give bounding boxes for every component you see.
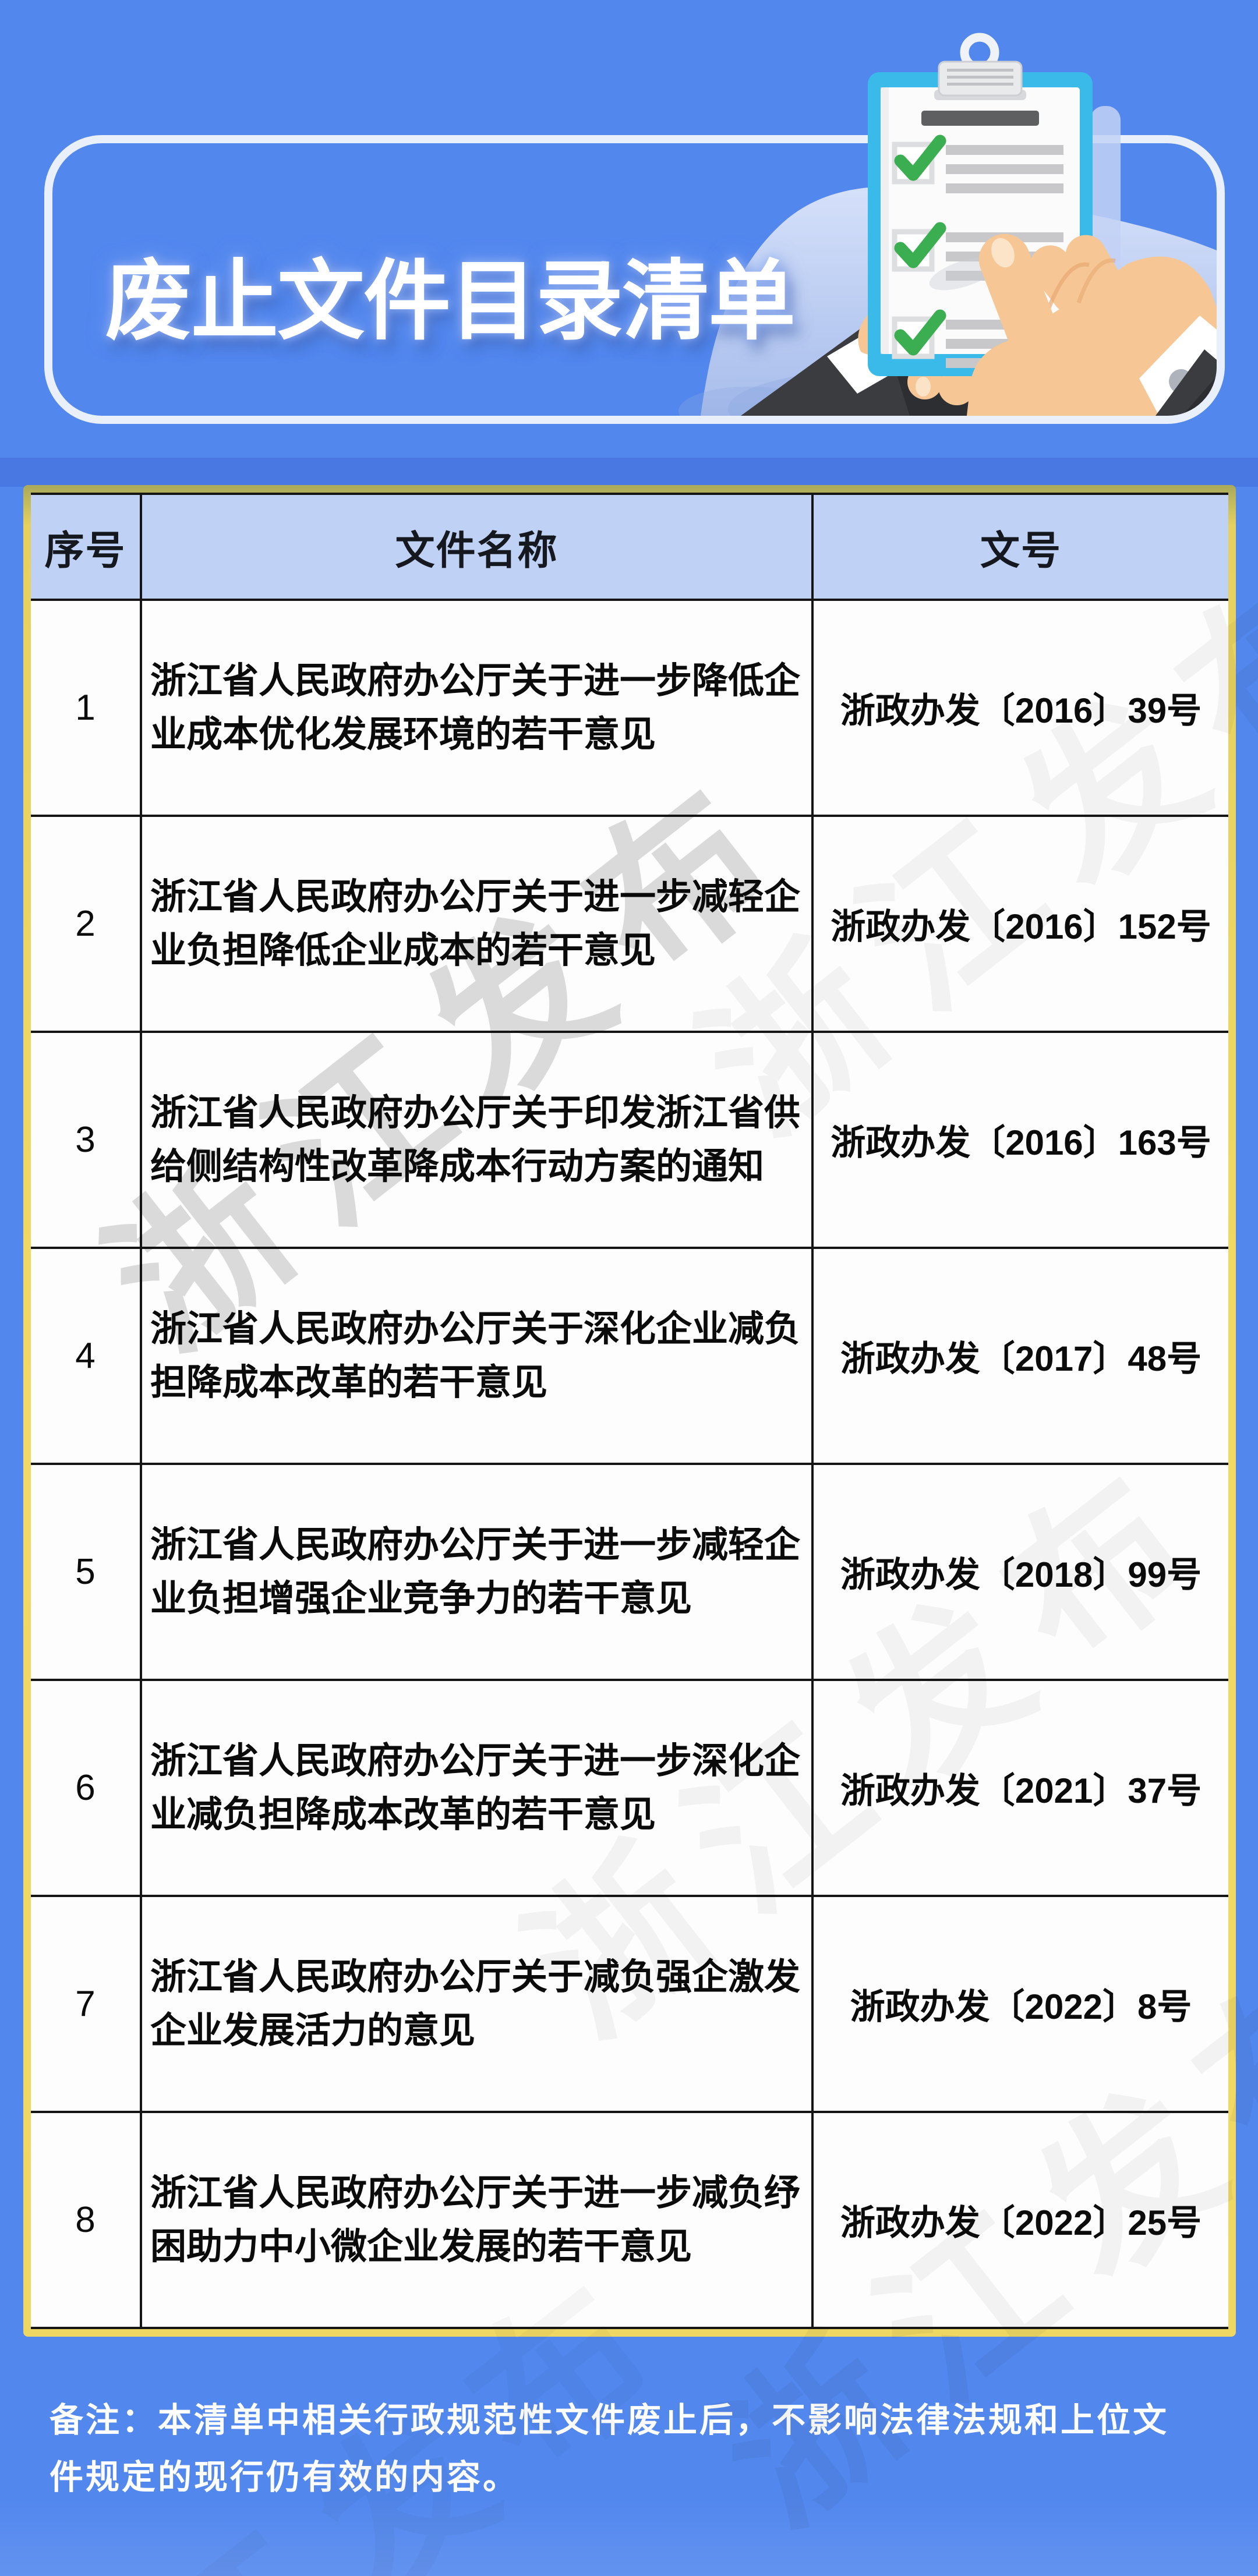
col-header-doc-name: 文件名称 bbox=[140, 493, 812, 601]
clip bbox=[938, 61, 1023, 97]
checkmark-icon bbox=[894, 222, 946, 268]
doc-number-cell: 浙政办发〔2016〕163号 bbox=[811, 1031, 1228, 1249]
doc-number-cell: 浙政办发〔2022〕25号 bbox=[811, 2111, 1228, 2329]
abolished-documents-table-frame: 序号 文件名称 文号 1 浙江省人民政府办公厅关于进一步降低企业成本优化发展环境… bbox=[23, 485, 1236, 2337]
row-index-cell: 4 bbox=[31, 1247, 141, 1465]
table-row: 3 浙江省人民政府办公厅关于印发浙江省供给侧结构性改革降成本行动方案的通知 浙政… bbox=[31, 1031, 1228, 1249]
checkmark-icon bbox=[894, 135, 946, 181]
clipboard-ring bbox=[960, 33, 999, 72]
doc-name-cell: 浙江省人民政府办公厅关于进一步减轻企业负担降低企业成本的若干意见 bbox=[140, 815, 812, 1033]
table-row: 4 浙江省人民政府办公厅关于深化企业减负担降成本改革的若干意见 浙政办发〔201… bbox=[31, 1247, 1228, 1465]
paper-corner-fold bbox=[1040, 314, 1080, 354]
doc-name-cell: 浙江省人民政府办公厅关于进一步深化企业减负担降成本改革的若干意见 bbox=[140, 1679, 812, 1897]
table-header-row: 序号 文件名称 文号 bbox=[31, 493, 1228, 601]
clipboard-board bbox=[868, 72, 1093, 376]
table-row: 8 浙江省人民政府办公厅关于进一步减负纾困助力中小微企业发展的若干意见 浙政办发… bbox=[31, 2111, 1228, 2329]
doc-name-cell: 浙江省人民政府办公厅关于进一步减轻企业负担增强企业竞争力的若干意见 bbox=[140, 1463, 812, 1681]
finger-shadow-on-paper bbox=[929, 257, 999, 291]
sleeve-shadow bbox=[679, 387, 818, 416]
suit-sleeve-right bbox=[1155, 349, 1217, 416]
row-index-cell: 8 bbox=[31, 2111, 141, 2329]
left-finger bbox=[971, 371, 1006, 406]
paper-title-bar bbox=[921, 111, 1039, 126]
doc-number-cell: 浙政办发〔2018〕99号 bbox=[811, 1463, 1228, 1681]
checkbox bbox=[892, 141, 935, 185]
clipboard-paper bbox=[881, 87, 1080, 354]
fingernail bbox=[991, 238, 1015, 268]
thumb bbox=[979, 366, 1048, 416]
abolished-documents-table: 序号 文件名称 文号 1 浙江省人民政府办公厅关于进一步降低企业成本优化发展环境… bbox=[31, 493, 1228, 2329]
pointing-hand bbox=[967, 233, 1217, 452]
doc-name-cell: 浙江省人民政府办公厅关于减负强企激发企业发展活力的意见 bbox=[140, 1895, 812, 2113]
table-row: 2 浙江省人民政府办公厅关于进一步减轻企业负担降低企业成本的若干意见 浙政办发〔… bbox=[31, 815, 1228, 1033]
left-thumb bbox=[858, 271, 944, 356]
folded-finger bbox=[1030, 245, 1093, 314]
left-finger bbox=[907, 365, 942, 399]
doc-number-cell: 浙政办发〔2016〕39号 bbox=[811, 599, 1228, 817]
index-finger bbox=[978, 233, 1067, 380]
page-title: 废止文件目录清单 bbox=[105, 252, 796, 350]
row-index-cell: 6 bbox=[31, 1679, 141, 1897]
table-row: 5 浙江省人民政府办公厅关于进一步减轻企业负担增强企业竞争力的若干意见 浙政办发… bbox=[31, 1463, 1228, 1681]
checkbox bbox=[892, 229, 935, 272]
doc-name-cell: 浙江省人民政府办公厅关于深化企业减负担降成本改革的若干意见 bbox=[140, 1247, 812, 1465]
table-body: 1 浙江省人民政府办公厅关于进一步降低企业成本优化发展环境的若干意见 浙政办发〔… bbox=[31, 599, 1228, 2329]
thumbnail bbox=[994, 419, 1026, 452]
doc-number-cell: 浙政办发〔2022〕8号 bbox=[811, 1895, 1228, 2113]
background-bottom-glow bbox=[0, 2498, 1258, 2576]
palm bbox=[967, 256, 1217, 416]
doc-number-cell: 浙政办发〔2016〕152号 bbox=[811, 815, 1228, 1033]
table-row: 1 浙江省人民政府办公厅关于进一步降低企业成本优化发展环境的若干意见 浙政办发〔… bbox=[31, 599, 1228, 817]
row-index-cell: 3 bbox=[31, 1031, 141, 1249]
back-sheet bbox=[1090, 106, 1121, 338]
col-header-doc-number: 文号 bbox=[811, 493, 1228, 601]
table-row: 7 浙江省人民政府办公厅关于减负强企激发企业发展活力的意见 浙政办发〔2022〕… bbox=[31, 1895, 1228, 2113]
hand-shadow bbox=[728, 367, 1089, 416]
row-index-cell: 5 bbox=[31, 1463, 141, 1681]
col-header-index: 序号 bbox=[31, 493, 141, 601]
doc-name-cell: 浙江省人民政府办公厅关于进一步降低企业成本优化发展环境的若干意见 bbox=[140, 599, 812, 817]
doc-number-cell: 浙政办发〔2017〕48号 bbox=[811, 1247, 1228, 1465]
fingernail bbox=[916, 377, 931, 397]
footer-note: 备注：本清单中相关行政规范性文件废止后，不影响法律法规和上位文件规定的现行仍有效… bbox=[50, 2401, 1169, 2496]
clipboard-icon bbox=[868, 33, 1121, 376]
shirt-cuff-left bbox=[827, 313, 934, 394]
checkbox bbox=[892, 316, 935, 359]
doc-name-cell: 浙江省人民政府办公厅关于印发浙江省供给侧结构性改革降成本行动方案的通知 bbox=[140, 1031, 812, 1249]
row-index-cell: 2 bbox=[31, 815, 141, 1033]
left-finger bbox=[938, 368, 976, 405]
doc-number-cell: 浙政办发〔2021〕37号 bbox=[811, 1679, 1228, 1897]
row-index-cell: 7 bbox=[31, 1895, 141, 2113]
checklist-item bbox=[892, 222, 1063, 281]
checklist-item bbox=[892, 135, 1063, 193]
table-row: 6 浙江省人民政府办公厅关于进一步深化企业减负担降成本改革的若干意见 浙政办发〔… bbox=[31, 1679, 1228, 1897]
doc-name-cell: 浙江省人民政府办公厅关于进一步减负纾困助力中小微企业发展的若干意见 bbox=[140, 2111, 812, 2329]
shirt-cuff-right bbox=[1139, 316, 1217, 416]
checklist-item bbox=[892, 309, 1063, 368]
checkmark-icon bbox=[894, 309, 946, 356]
cuff-button bbox=[1169, 369, 1193, 394]
folded-finger bbox=[1065, 235, 1122, 304]
row-index-cell: 1 bbox=[31, 599, 141, 817]
background-band bbox=[0, 458, 1258, 487]
